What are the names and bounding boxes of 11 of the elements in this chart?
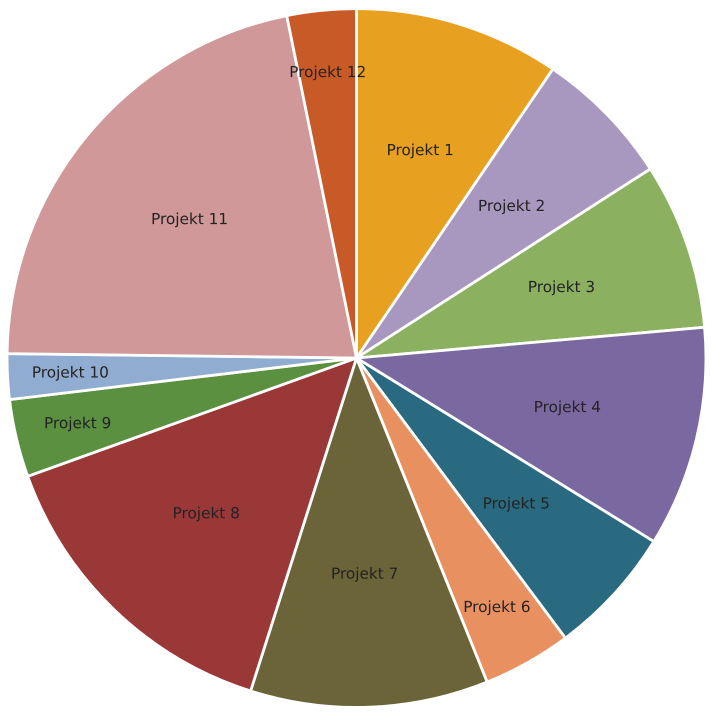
slice-label: Projekt 9 (46, 416, 110, 432)
slice-label: Projekt 4 (535, 400, 600, 416)
slice-label: Projekt 3 (529, 280, 594, 296)
slice-label: Projekt 6 (464, 600, 530, 616)
slice-label: Projekt 5 (484, 496, 549, 512)
slice-label: Projekt 8 (174, 506, 239, 522)
slice-label: Projekt 11 (152, 212, 227, 228)
slice-label: Projekt 10 (33, 366, 108, 381)
slice-label: Projekt 7 (332, 567, 398, 582)
slice-label: Projekt 1 (388, 144, 452, 158)
slice-label: Projekt 2 (479, 199, 544, 214)
